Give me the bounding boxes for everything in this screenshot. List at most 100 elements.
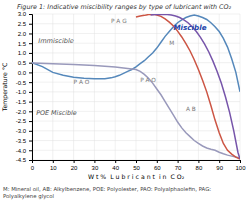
y-tick-label: 3.0 [18,11,27,17]
y-tick-label: -2.5 [16,118,27,124]
annotation: P A O [74,79,90,85]
annotation: A B [186,106,196,112]
annotation: Miscible [173,23,206,32]
y-tick-mark [29,53,32,54]
x-tick: 100 [235,160,246,171]
y-tick: -2.5 [16,118,32,124]
grid-line [177,14,178,160]
y-axis-line [29,15,33,161]
x-tick-label: 50 [133,165,140,171]
grid-line [115,14,116,160]
x-tick-mark [53,160,54,163]
title: Figure 1: Indicative miscibility ranges … [17,3,232,11]
y-tick: -1.5 [16,99,32,105]
y-tick-label: -2.0 [16,109,27,115]
y-tick-mark [29,43,32,44]
y-tick-mark [29,92,32,93]
y-tick-label: 2.0 [18,31,27,37]
annotation: P A G [111,18,127,24]
grid-line [32,91,240,92]
footnote: M: Mineral oil, AB: Alkylbenzene, POE: P… [3,186,211,200]
y-axis: 3.0 2.5 2.0 1.5 1.0 0.5 0.0 -0.5 -1.0 -1.5 -2.0 -2.… [16,11,33,163]
x-tick-mark [198,160,199,163]
y-tick: -4.5 [16,157,32,163]
x-tick-mark [178,160,179,163]
grid-line [32,62,240,63]
x-tick: 60 [154,160,161,171]
y-axis-label: Temperature °C [1,63,9,113]
y-tick-label: 0.5 [18,60,27,66]
x-tick: 90 [216,160,223,171]
x-tick-mark [74,160,75,163]
series-line [151,14,240,159]
y-tick: -3.0 [16,128,32,134]
grid-line [94,14,95,160]
y-tick: 1.0 [18,50,32,56]
x-tick-label: 90 [216,165,223,171]
y-tick: -2.0 [16,109,32,115]
y-tick-label: -3.5 [16,138,27,144]
grid-line [52,14,53,160]
y-tick: -0.5 [16,80,32,86]
y-tick: -3.5 [16,138,32,144]
annotation: P A O [140,77,156,83]
x-tick: 40 [112,160,119,171]
y-tick-mark [29,150,32,151]
grid [32,14,240,160]
annotations: Immiscible Miscible POE Miscible P A G P A O… [36,18,207,117]
x-tick-mark [240,160,241,163]
grid-line [32,130,240,131]
x-axis-line [33,161,241,164]
grid-line [136,14,137,160]
x-tick: 20 [71,160,78,171]
series-line [32,63,240,158]
x-tick-label: 70 [175,165,182,171]
x-tick-label: 40 [112,165,119,171]
y-tick: 2.0 [18,31,32,37]
y-tick-label: -0.5 [16,80,27,86]
x-tick-mark [136,160,137,163]
x-tick-label: 80 [196,165,203,171]
annotation: POE Miscible [36,109,77,117]
grid-line [32,140,240,141]
grid-line [32,23,240,24]
footnote-line: Polyalkylene glycol [3,193,54,200]
y-tick-mark [29,63,32,64]
x-tick-mark [115,160,116,163]
y-tick-mark [29,82,32,83]
y-tick-mark [29,131,32,132]
y-tick-mark [29,160,32,161]
x-tick: 80 [196,160,203,171]
grid-line [32,14,240,15]
y-tick-mark [29,24,32,25]
y-tick-label: -4.5 [16,157,27,163]
y-tick: 1.5 [18,41,32,47]
annotation: Immiscible [38,37,74,45]
y-tick: -1.0 [16,89,32,95]
y-tick: 2.5 [18,21,32,27]
y-tick-mark [29,14,32,15]
y-tick-label: -3.0 [16,128,27,134]
grid-line [32,150,240,151]
x-tick-label: 20 [71,165,78,171]
x-tick: 50 [133,160,140,171]
grid-line [156,14,157,160]
y-tick: -4.0 [16,148,32,154]
grid-line [73,14,74,160]
x-tick-label: 0 [31,165,35,171]
grid-line [32,82,240,83]
x-tick: 10 [50,160,57,171]
x-tick-label: 10 [50,165,57,171]
x-axis-label: W t % L u b r i c a n t i n C O₂ [88,173,185,180]
y-tick: 0.5 [18,60,32,66]
y-tick-mark [29,121,32,122]
x-tick-label: 30 [92,165,99,171]
y-tick-mark [29,72,32,73]
x-tick-mark [219,160,220,163]
y-tick-label: 0.0 [18,70,27,76]
y-tick-label: 1.5 [18,41,27,47]
grid-line [32,33,240,34]
series-line [136,14,240,159]
grid-line [32,72,240,73]
annotation: M [169,40,174,46]
